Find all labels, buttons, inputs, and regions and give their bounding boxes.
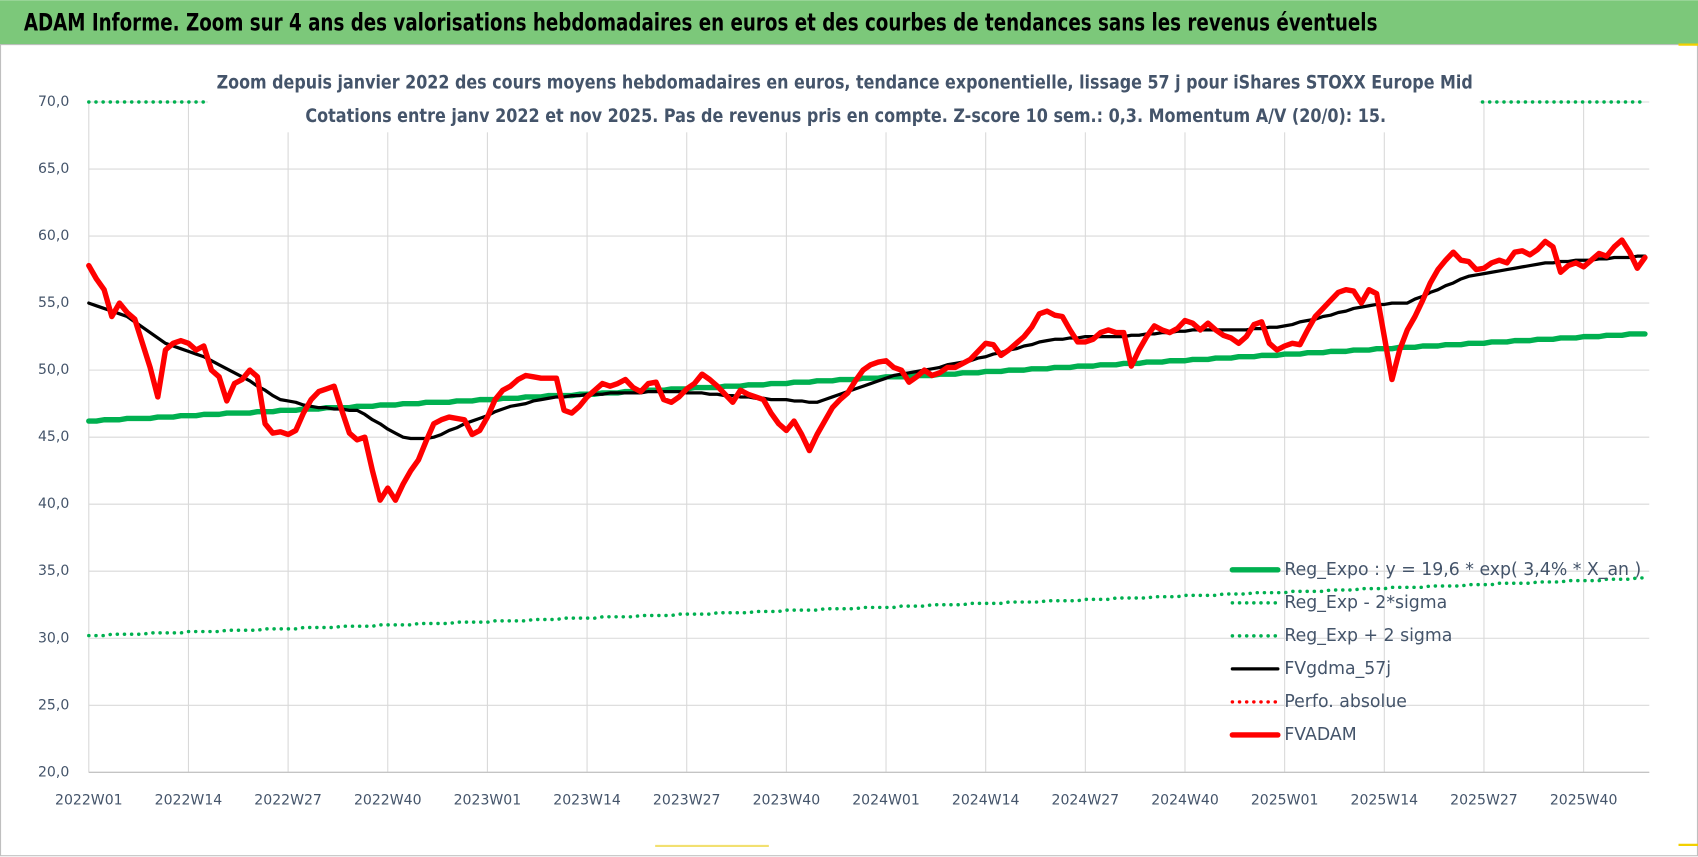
legend-label: Perfo. absolue [1284, 692, 1407, 712]
y-tick-label: 30,0 [38, 630, 69, 646]
series-line [87, 254, 1647, 441]
y-tick-label: 60,0 [38, 228, 69, 244]
axes: 20,0 25,0 30,0 35,0 40,0 45,0 50,0 55,0 60,0 65,0… [38, 94, 1650, 808]
y-tick-label: 70,0 [38, 94, 69, 110]
y-tick-label: 65,0 [38, 161, 69, 177]
x-tick-label: 2024W40 [1151, 792, 1219, 808]
chart-subtitle: Cotations entre janv 2022 et nov 2025. P… [305, 106, 1386, 127]
x-tick-label: 2022W01 [55, 792, 123, 808]
x-tick-label: 2025W01 [1251, 792, 1319, 808]
legend-label: Reg_Expo : y = 19,6 * exp( 3,4% * X_an ) [1284, 560, 1641, 580]
y-tick-label: 55,0 [38, 295, 69, 311]
x-tick-label: 2023W27 [653, 792, 721, 808]
x-tick-label: 2023W14 [553, 792, 621, 808]
legend-label: Reg_Exp + 2 sigma [1284, 626, 1452, 646]
x-tick-label: 2023W01 [454, 792, 522, 808]
legend-label: Reg_Exp - 2*sigma [1284, 593, 1447, 613]
x-tick-label: 2024W14 [952, 792, 1020, 808]
chart-subtitle: Zoom depuis janvier 2022 des cours moyen… [217, 73, 1473, 94]
y-tick-label: 40,0 [38, 496, 69, 512]
y-tick-label: 35,0 [38, 563, 69, 579]
header-title: ADAM Informe. Zoom sur 4 ans des valoris… [24, 9, 1378, 37]
subtitle-background [207, 65, 1480, 133]
x-tick-label: 2025W40 [1550, 792, 1618, 808]
x-tick-label: 2025W27 [1450, 792, 1518, 808]
y-tick-label: 50,0 [38, 362, 69, 378]
x-tick-label: 2024W27 [1052, 792, 1120, 808]
x-tick-label: 2023W40 [753, 792, 821, 808]
x-tick-label: 2022W14 [155, 792, 223, 808]
y-tick-label: 25,0 [38, 697, 69, 713]
series-line [87, 576, 1647, 638]
x-tick-label: 2022W27 [254, 792, 322, 808]
y-tick-label: 20,0 [38, 764, 69, 780]
legend: Reg_Expo : y = 19,6 * exp( 3,4% * X_an )… [1229, 560, 1641, 745]
header-bar [0, 0, 1698, 45]
x-tick-label: 2024W01 [852, 792, 920, 808]
x-tick-label: 2022W40 [354, 792, 422, 808]
y-tick-label: 45,0 [38, 429, 69, 445]
series-line [86, 237, 1648, 503]
legend-label: FVgdma_57j [1284, 659, 1391, 679]
frame [0, 44, 1698, 857]
legend-label: FVADAM [1284, 725, 1356, 745]
x-tick-label: 2025W14 [1351, 792, 1419, 808]
